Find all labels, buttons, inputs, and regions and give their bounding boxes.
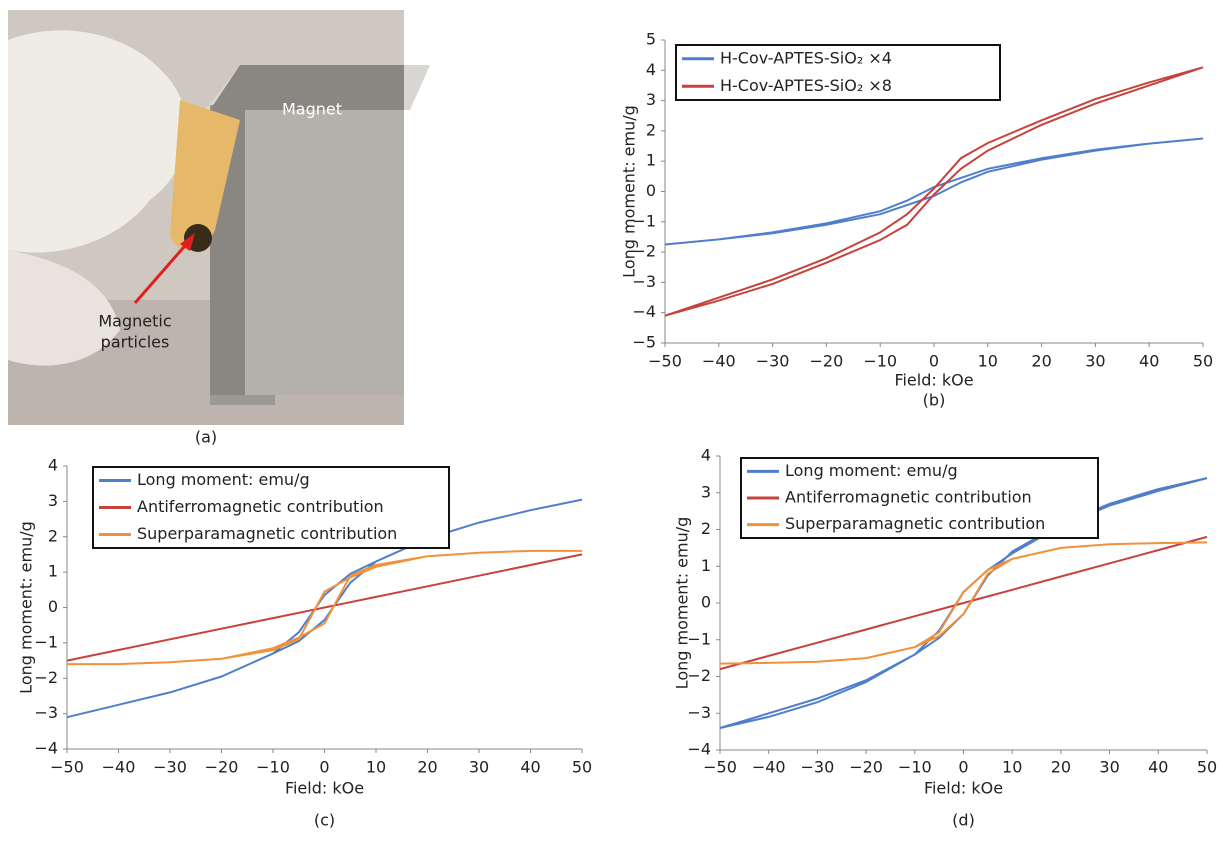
y-tick-label: −5 xyxy=(632,333,656,352)
x-tick-label: −30 xyxy=(756,352,790,371)
x-tick-label: 30 xyxy=(1099,758,1119,777)
y-axis-label: Long moment: emu/g xyxy=(17,521,36,694)
y-tick-label: 5 xyxy=(646,30,656,49)
x-tick-label: −50 xyxy=(703,758,737,777)
legend-label: Superparamagnetic contribution xyxy=(785,514,1045,533)
y-tick-label: 2 xyxy=(646,120,656,139)
legend-label: Long moment: emu/g xyxy=(137,470,310,489)
x-tick-label: −40 xyxy=(102,758,136,777)
x-tick-label: −20 xyxy=(849,758,883,777)
y-tick-label: 4 xyxy=(48,456,58,475)
y-tick-label: 3 xyxy=(701,482,711,501)
y-tick-label: 1 xyxy=(48,562,58,581)
y-tick-label: 4 xyxy=(646,60,656,79)
x-tick-label: −50 xyxy=(50,758,84,777)
x-tick-label: 0 xyxy=(319,758,329,777)
y-tick-label: 0 xyxy=(48,597,58,616)
x-tick-label: 20 xyxy=(417,758,437,777)
x-tick-label: 10 xyxy=(978,352,998,371)
legend-label: H-Cov-APTES-SiO₂ ×4 xyxy=(720,48,892,67)
series-line xyxy=(67,554,582,660)
y-tick-label: 2 xyxy=(701,519,711,538)
x-tick-label: 0 xyxy=(958,758,968,777)
y-tick-label: −4 xyxy=(687,740,711,759)
y-tick-label: 1 xyxy=(646,151,656,170)
magnet-front xyxy=(245,110,404,395)
x-tick-label: 50 xyxy=(1197,758,1217,777)
x-tick-label: −30 xyxy=(153,758,187,777)
y-tick-label: 0 xyxy=(646,181,656,200)
y-tick-label: −3 xyxy=(34,703,58,722)
series-line xyxy=(720,537,1207,669)
series-line xyxy=(665,139,1203,245)
legend-label: Superparamagnetic contribution xyxy=(137,524,397,543)
x-tick-label: 50 xyxy=(572,758,592,777)
x-tick-label: −50 xyxy=(648,352,682,371)
photo: Magnet Magnetic particles xyxy=(8,10,430,425)
particles-label: Magnetic xyxy=(98,312,171,331)
figure: Magnet Magnetic particles (a) −5 −4 −3 −2 −1… xyxy=(0,0,1223,844)
x-tick-label: −40 xyxy=(702,352,736,371)
legend-label: Antiferromagnetic contribution xyxy=(137,497,384,516)
x-tick-label: −40 xyxy=(752,758,786,777)
x-axis-label: Field: kOe xyxy=(285,779,364,798)
x-tick-label: −20 xyxy=(810,352,844,371)
y-tick-label: 2 xyxy=(48,526,58,545)
y-tick-label: −3 xyxy=(687,703,711,722)
caption: (c) xyxy=(314,811,335,830)
y-tick-label: −4 xyxy=(34,739,58,758)
y-tick-label: 3 xyxy=(646,90,656,109)
x-tick-label: 50 xyxy=(1193,352,1213,371)
x-axis-label: Field: kOe xyxy=(894,371,973,390)
magnet-label: Magnet xyxy=(282,100,342,119)
caption: (a) xyxy=(195,428,217,447)
y-tick-label: −1 xyxy=(34,632,58,651)
legend-label: H-Cov-APTES-SiO₂ ×8 xyxy=(720,76,892,95)
x-tick-label: 40 xyxy=(1148,758,1168,777)
x-tick-label: −10 xyxy=(256,758,290,777)
caption: (d) xyxy=(952,811,975,830)
legend-label: Antiferromagnetic contribution xyxy=(785,488,1032,507)
y-tick-label: 3 xyxy=(48,491,58,510)
x-tick-label: 30 xyxy=(1085,352,1105,371)
x-tick-label: −10 xyxy=(898,758,932,777)
x-tick-label: 0 xyxy=(929,352,939,371)
y-tick-label: 1 xyxy=(701,556,711,575)
series-line xyxy=(665,67,1203,315)
y-tick-label: −4 xyxy=(632,302,656,321)
x-tick-label: 10 xyxy=(366,758,386,777)
y-tick-label: 4 xyxy=(701,446,711,465)
x-tick-label: 20 xyxy=(1051,758,1071,777)
x-tick-label: 30 xyxy=(469,758,489,777)
legend-label: Long moment: emu/g xyxy=(785,461,958,480)
x-tick-label: 40 xyxy=(520,758,540,777)
y-axis-label: Long moment: emu/g xyxy=(673,517,692,690)
y-tick-label: −2 xyxy=(34,668,58,687)
x-tick-label: −10 xyxy=(863,352,897,371)
caption: (b) xyxy=(923,391,946,410)
x-tick-label: −30 xyxy=(801,758,835,777)
particles-label: particles xyxy=(101,333,170,352)
x-axis-label: Field: kOe xyxy=(924,779,1003,798)
x-tick-label: −20 xyxy=(205,758,239,777)
x-tick-label: 10 xyxy=(1002,758,1022,777)
x-tick-label: 40 xyxy=(1139,352,1159,371)
y-axis-label: Long moment: emu/g xyxy=(620,105,639,278)
x-tick-label: 20 xyxy=(1031,352,1051,371)
y-tick-label: 0 xyxy=(701,593,711,612)
